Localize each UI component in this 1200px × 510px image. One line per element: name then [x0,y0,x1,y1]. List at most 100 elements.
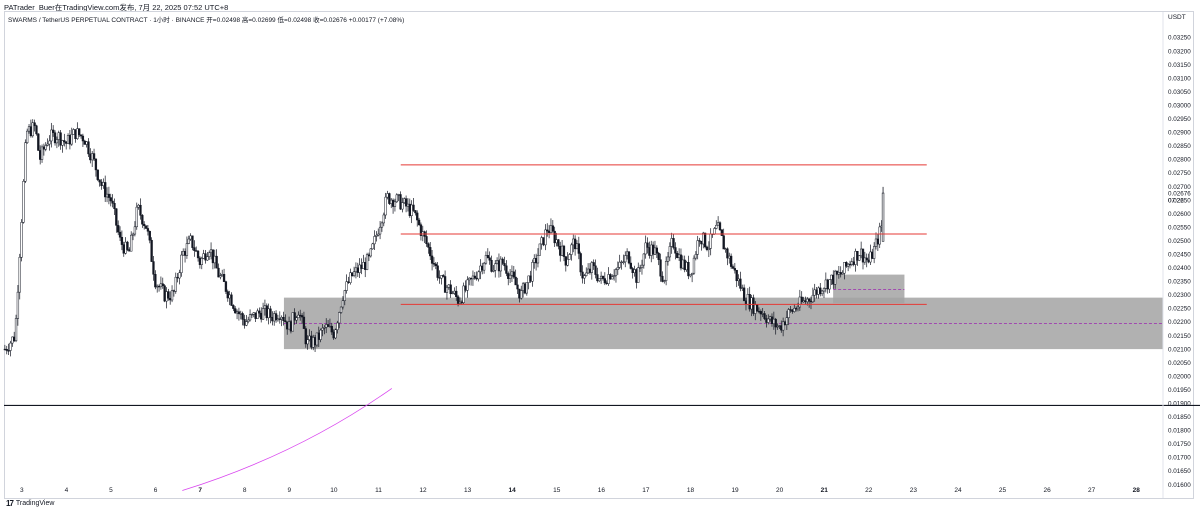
author-line: PATrader_Buer在TradingView.com发布, 7月 22, … [4,3,229,12]
candle-body [510,271,514,276]
candle-body [484,255,488,264]
y-axis-layer: 0.03250 0.03200 0.03150 0.03100 0.03050 0.030… [1162,12,1191,498]
candle-body [754,304,757,314]
candle-body [594,265,597,275]
candle-body [742,287,746,302]
candle-body [315,332,319,346]
candle-body [289,321,293,332]
candle-body [241,313,244,320]
candle-body [148,231,151,241]
candle-body [208,252,211,257]
candle-body [546,229,549,232]
candle-body [358,264,361,273]
candle-body [789,309,792,311]
candle-body [414,210,417,214]
candle-body [332,331,335,339]
candle-body [239,313,242,315]
candle-body [750,297,753,310]
candle-body [274,313,278,321]
candle-body [258,310,261,314]
candle-body [447,284,450,288]
candle-body [293,312,296,321]
candle-body [631,268,634,273]
candle-body [63,140,66,143]
candle-body [360,264,363,269]
candle-body [438,277,441,279]
candle-body [508,274,512,279]
candle-body [856,250,859,261]
candle-body [685,262,688,271]
candle-body [390,199,393,204]
candle-body [87,141,90,155]
candle-body [317,332,320,340]
candle-body [668,246,671,258]
candle-body [540,237,543,245]
candle-body [195,250,198,252]
candle-body [196,250,200,259]
candle-body [456,296,460,304]
demand-zone-2 [833,274,905,304]
candle-body [577,243,580,254]
candle-body [440,275,443,279]
candle-body [338,312,341,324]
candle-body [624,255,627,263]
candle-body [707,248,710,251]
candle-body [482,262,486,271]
candle-body [793,308,796,312]
x-tick-label: 18 [687,487,695,494]
candle-body [278,318,281,320]
candle-body [65,141,68,144]
candle-body [599,275,603,279]
candle-body [666,256,670,262]
candle-body [863,257,867,263]
candle-body [512,271,515,278]
candle-body [150,239,153,262]
candle-body [74,129,77,139]
candle-body [488,257,491,261]
candle-body [809,300,813,303]
candle-body [759,311,762,315]
candle-body [397,194,400,196]
candle-body [520,290,523,299]
x-tick-label: 16 [598,487,606,494]
candle-body [365,254,369,270]
symbol-legend: SWARMS / TetherUS PERPETUAL CONTRACT · 1… [8,17,405,24]
candle-body [412,204,415,211]
candle-body [677,254,681,258]
trend-curve [182,388,393,491]
candle-body [748,294,751,310]
y-tick-label: 0.03000 [1168,102,1191,109]
y-tick-label: 0.03150 [1168,62,1191,69]
candle-body [176,276,179,279]
x-tick-label: 12 [419,487,427,494]
candle-body [185,243,189,256]
candle-body [429,247,432,257]
candle-body [89,153,92,161]
y-tick-label: 0.02000 [1168,373,1191,380]
candle-body [702,232,705,245]
candle-body [276,318,280,321]
candle-body [592,262,595,267]
candle-body [572,238,575,246]
candle-body [406,203,410,207]
candle-body [128,249,131,252]
candle-body [833,270,837,285]
candle-body [726,248,729,259]
candle-body [35,125,38,135]
candle-body [191,235,194,248]
candle-body [57,132,60,140]
candle-body [453,290,456,294]
candle-body [583,275,586,279]
candle-body [494,263,497,271]
candle-body [735,269,738,282]
candle-body [172,290,176,292]
candle-body [538,243,541,256]
candle-body [475,277,478,280]
x-tick-label: 14 [509,487,517,494]
candle-body [310,335,313,348]
candle-body [137,204,140,208]
chart-frame [4,11,1194,499]
candle-body [248,314,252,321]
candle-body [81,135,85,142]
